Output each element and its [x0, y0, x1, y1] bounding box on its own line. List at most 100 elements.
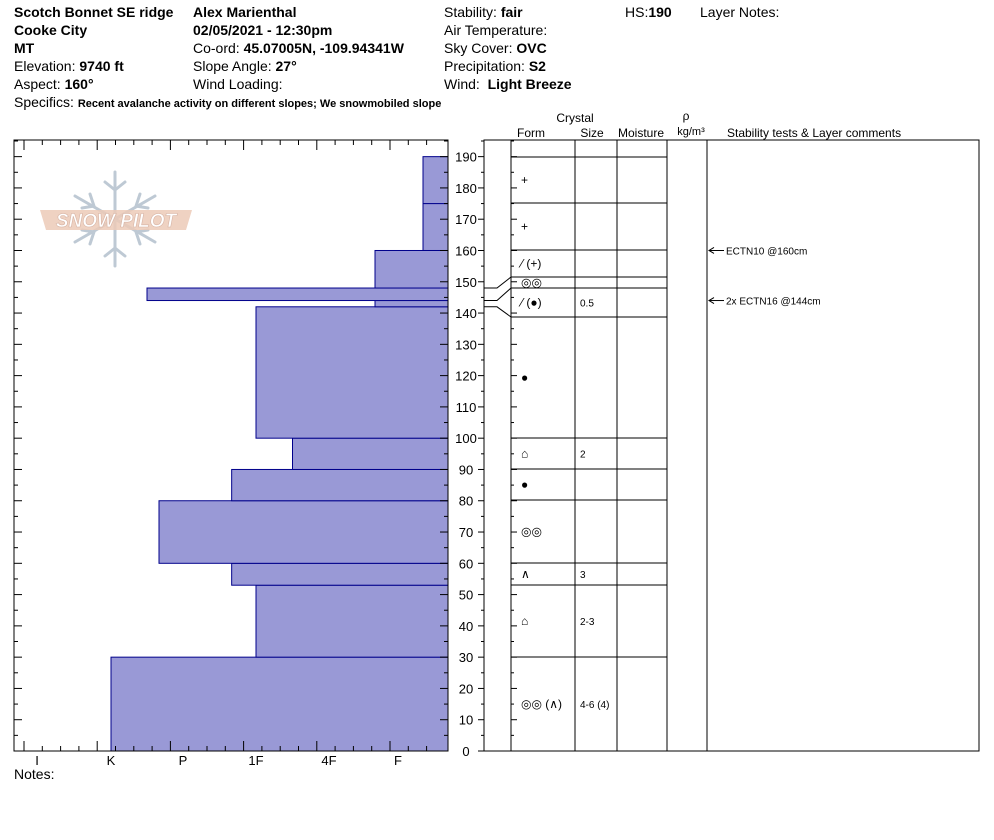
- depth-label: 50: [459, 588, 473, 603]
- hardness-bar: [255, 584, 449, 658]
- layer-table-header: Crystal Form Size Moisture ρ kg/m³ Stabi…: [517, 109, 901, 140]
- depth-label: 120: [455, 369, 477, 384]
- precipitation-value: S2: [528, 58, 546, 74]
- stability-test-arrowhead: [708, 297, 715, 304]
- form-header: Form: [517, 126, 545, 140]
- size-header: Size: [580, 126, 604, 140]
- stability: Stability: fair: [444, 4, 523, 20]
- layer-grain-size: 2: [580, 450, 586, 461]
- depth-label: 20: [459, 681, 473, 696]
- specifics-value: Recent avalanche activity on different s…: [77, 98, 442, 110]
- notes-label: Notes:: [14, 766, 55, 782]
- hardness-bar: [231, 468, 449, 502]
- wind: Wind: Light Breeze: [444, 76, 572, 92]
- layer-grain-size: 0.5: [580, 299, 594, 310]
- state-name: MT: [14, 40, 35, 56]
- layer-table-frame: [483, 139, 980, 752]
- observer-name: Alex Marienthal: [193, 4, 297, 20]
- layer-grain-size: 4-6 (4): [580, 700, 609, 711]
- stability-tests-header: Stability tests & Layer comments: [727, 126, 901, 140]
- layer-notes-label: Layer Notes:: [700, 4, 780, 20]
- hardness-label-k: K: [107, 753, 116, 766]
- layer-connector: [484, 276, 512, 289]
- hardness-bar: [255, 306, 449, 439]
- hardness-bar: [292, 437, 449, 470]
- depth-label: 130: [455, 337, 477, 352]
- hardness-bar: [158, 500, 449, 564]
- snowpilot-logo-text: SNOW PILOT: [56, 211, 178, 232]
- density-unit-header: kg/m³: [677, 126, 705, 138]
- stability-value: fair: [500, 4, 523, 20]
- hardness-label-i: I: [35, 753, 39, 766]
- aspect-value: 160°: [64, 76, 94, 92]
- layer-grain-form: ◎◎: [521, 276, 542, 290]
- snow-profile-chart: SNOW PILOT I K P 1F 4F F 0 10 20 30 40 50 60 70 80 90 1…: [13, 109, 980, 766]
- elevation: Elevation: 9740 ft: [14, 58, 124, 74]
- hardness-bar: [422, 203, 449, 251]
- depth-label: 90: [459, 462, 473, 477]
- layer-grain-form: ●: [521, 478, 528, 492]
- density-symbol-header: ρ: [683, 109, 690, 123]
- location-name: Scotch Bonnet SE ridge: [14, 4, 174, 20]
- stability-test-label: 2x ECTN16 @144cm: [726, 297, 821, 308]
- snowpilot-logo: SNOW PILOT: [40, 170, 192, 268]
- sky-cover-value: OVC: [516, 40, 547, 56]
- depth-label: 0: [462, 744, 469, 759]
- specifics: Specifics: Recent avalanche activity on …: [14, 94, 442, 110]
- layer-grain-size: 3: [580, 570, 586, 581]
- snow-height: HS:190: [625, 4, 672, 20]
- hardness-label-4f: 4F: [321, 753, 336, 766]
- snow-height-value: 190: [648, 4, 672, 20]
- depth-label: 60: [459, 556, 473, 571]
- hardness-label-f: F: [394, 753, 402, 766]
- depth-label: 40: [459, 619, 473, 634]
- hardness-label-p: P: [179, 753, 188, 766]
- hardness-bar: [422, 156, 449, 205]
- stability-test-label: ECTN10 @160cm: [726, 246, 807, 257]
- hardness-bar: [146, 287, 449, 302]
- layer-grain-form: ◎◎ (∧): [521, 697, 562, 711]
- coordinates: Co-ord: 45.07005N, -109.94341W: [193, 40, 404, 56]
- layer-table-columns: [510, 140, 708, 751]
- depth-label: 70: [459, 525, 473, 540]
- sky-cover: Sky Cover: OVC: [444, 40, 547, 56]
- slope-angle: Slope Angle: 27°: [193, 58, 297, 74]
- layer-grain-form: ⁄ (●): [518, 296, 542, 310]
- stability-test-arrowhead: [708, 247, 715, 254]
- area-name: Cooke City: [14, 22, 88, 38]
- layer-grain-form: ∧: [521, 567, 530, 581]
- observation-datetime: 02/05/2021 - 12:30pm: [193, 22, 333, 38]
- depth-label: 160: [455, 243, 477, 258]
- aspect: Aspect: 160°: [14, 76, 94, 92]
- depth-label: 170: [455, 212, 477, 227]
- layer-grain-size: 2-3: [580, 617, 595, 628]
- hardness-bar: [110, 656, 449, 752]
- coordinates-value: 45.07005N, -109.94341W: [243, 40, 404, 56]
- depth-label: 180: [455, 181, 477, 196]
- layer-grain-form: +: [521, 220, 528, 234]
- wind-value: Light Breeze: [487, 76, 572, 92]
- hardness-bar: [374, 300, 449, 308]
- wind-loading: Wind Loading:: [193, 76, 283, 92]
- layer-grain-form: +: [521, 173, 528, 187]
- layer-grain-form: ⌂: [521, 614, 528, 628]
- precipitation: Precipitation: S2: [444, 58, 546, 74]
- moisture-header: Moisture: [618, 126, 664, 140]
- layer-connector: [484, 287, 512, 302]
- layer-grain-form: ⁄ (+): [518, 257, 541, 271]
- depth-label: 10: [459, 713, 473, 728]
- air-temperature: Air Temperature:: [444, 22, 548, 38]
- depth-label: 80: [459, 494, 473, 509]
- slope-angle-value: 27°: [275, 58, 297, 74]
- depth-label: 110: [456, 400, 477, 415]
- layer-grain-form: ⌂: [521, 447, 528, 461]
- layer-grain-form: ●: [521, 371, 528, 385]
- crystal-header: Crystal: [556, 111, 593, 125]
- depth-label: 100: [455, 431, 477, 446]
- depth-label: 30: [459, 650, 473, 665]
- depth-label: 150: [455, 275, 477, 290]
- hardness-label-1f: 1F: [248, 753, 263, 766]
- depth-label: 140: [455, 306, 477, 321]
- hardness-bar: [374, 249, 449, 289]
- hardness-bar: [231, 562, 449, 586]
